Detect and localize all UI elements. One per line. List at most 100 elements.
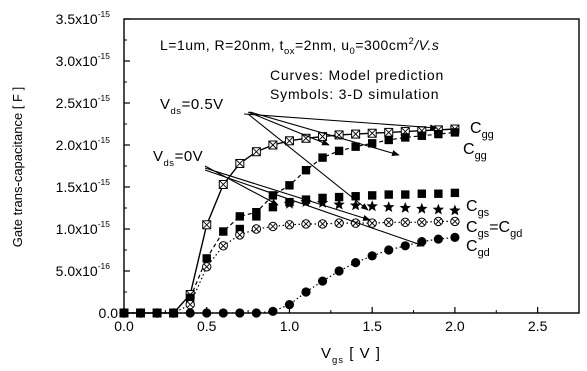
arrow-vds05-cgg-upper <box>249 111 400 157</box>
data-point-s4 <box>268 221 278 232</box>
data-point-s4 <box>301 219 311 229</box>
data-point-s2 <box>235 224 245 234</box>
data-point-s3 <box>416 202 428 214</box>
vds-0.5v-sub: ds <box>171 106 182 117</box>
data-point-s5 <box>433 234 443 244</box>
x-tick-label: 0.5 <box>197 318 217 334</box>
data-point-s1 <box>318 153 327 162</box>
param-u0-value: =300cm <box>355 37 408 53</box>
data-point-s2 <box>252 212 261 221</box>
data-point-s1 <box>219 227 228 236</box>
data-point-s1 <box>450 128 460 137</box>
data-point-s2 <box>417 189 427 198</box>
data-point-s0 <box>251 147 261 157</box>
x-tick-label: 2.5 <box>528 318 548 334</box>
curve-label-cgg-05v: Cgg <box>470 120 494 141</box>
data-point-s5 <box>235 308 245 318</box>
data-point-s5 <box>317 276 328 286</box>
vds-0v-post: =0V <box>175 148 204 165</box>
arrow-vds05-cgg <box>247 111 330 146</box>
simulation-markers <box>119 124 461 318</box>
y-tick-mantissa: 0.0 <box>99 305 119 321</box>
data-point-s2 <box>401 190 410 199</box>
y-tick-label: 1.0x10-15 <box>56 219 111 237</box>
cgs-eq-tail: =C <box>489 219 510 236</box>
data-point-s2 <box>434 189 443 198</box>
data-point-s4 <box>202 262 212 272</box>
data-point-s5 <box>334 266 344 276</box>
data-point-s4 <box>417 217 427 227</box>
data-point-s1 <box>334 146 344 156</box>
data-point-s3 <box>333 198 345 210</box>
data-point-s3 <box>399 202 411 213</box>
data-point-s0 <box>384 127 394 137</box>
x-axis-label-sub: gs <box>332 355 344 366</box>
y-tick-exponent: -16 <box>98 261 111 271</box>
data-point-s4 <box>367 218 377 228</box>
data-point-s0 <box>202 220 212 230</box>
cgg-05v-sub: gg <box>482 129 494 141</box>
data-point-s3 <box>366 200 378 212</box>
data-point-s3 <box>300 196 312 207</box>
cgs-sub: gs <box>478 207 490 219</box>
data-point-s0 <box>268 140 278 150</box>
x-axis-label: Vgs [ V ] <box>321 345 381 366</box>
y-tick-exponent: -15 <box>98 177 111 187</box>
data-point-s5 <box>119 308 129 318</box>
cgd-main: C <box>466 238 478 255</box>
vds-0v-pre: V <box>153 148 164 165</box>
x-axis-ticks: 0.0 0.5 1.0 1.5 2.0 2.5 <box>114 307 548 334</box>
x-tick-label: 0.0 <box>114 318 134 334</box>
data-point-s5 <box>268 306 278 316</box>
data-point-s5 <box>450 232 460 242</box>
y-tick-label: 2.5x10-15 <box>56 93 111 111</box>
data-point-s0 <box>218 179 228 189</box>
vds-0.5v-label: Vds=0.5V <box>160 96 224 117</box>
y-tick-mantissa: 1.5x10 <box>56 179 98 195</box>
curve-label-cgg-0v: Cgg <box>463 141 487 162</box>
data-point-s2 <box>367 191 377 200</box>
data-point-s5 <box>301 287 311 297</box>
vds-0.5v-pre: V <box>160 96 171 113</box>
arrow-vds05-cgg-right <box>243 113 438 131</box>
data-point-s1 <box>384 135 393 145</box>
cgg-0v-main: C <box>463 141 475 158</box>
data-point-s1 <box>417 131 427 140</box>
y-tick-label: 0.0 <box>99 305 119 321</box>
arrow-vds0-cgd <box>204 169 425 247</box>
y-axis-label: Gate trans-capacitance [ F ] <box>10 87 25 247</box>
legend-curves-line: Curves: Model prediction <box>270 67 444 83</box>
data-point-s0 <box>284 136 294 146</box>
annotation-arrows <box>204 111 438 247</box>
data-point-s1 <box>202 254 211 263</box>
data-point-s1 <box>301 166 311 175</box>
data-point-s1 <box>434 129 443 139</box>
data-point-s4 <box>317 219 328 229</box>
data-point-s4 <box>218 241 228 251</box>
param-u0-sub: 0 <box>349 46 355 57</box>
cgg-0v-sub: gg <box>475 150 487 162</box>
data-point-s4 <box>384 217 394 227</box>
param-length-radius: L=1um, R=20nm, t <box>160 37 284 53</box>
data-point-s5 <box>351 258 361 268</box>
y-tick-label: 3.0x10-15 <box>56 51 111 69</box>
data-point-s3 <box>449 204 461 216</box>
y-tick-mantissa: 3.5x10 <box>56 11 98 27</box>
y-axis-ticks: 0.05.0x10-161.0x10-151.5x10-152.0x10-152… <box>56 9 130 321</box>
curve-label-cgs-eq-cgd: Cgs=Cgd <box>466 219 522 240</box>
data-point-s0 <box>301 133 311 143</box>
y-tick-mantissa: 5.0x10 <box>56 263 98 279</box>
param-unit-sup: 2 <box>408 36 414 47</box>
data-point-s5 <box>251 308 261 318</box>
model-curve-4 <box>124 220 455 314</box>
x-tick-label: 2.0 <box>445 318 465 334</box>
parameters-annotation: L=1um, R=20nm, tox=2nm, u0=300cm2/V.s <box>160 36 439 57</box>
data-point-s5 <box>400 241 410 251</box>
y-tick-exponent: -15 <box>98 93 111 103</box>
data-point-s4 <box>450 216 460 227</box>
plot-frame <box>123 18 580 314</box>
data-point-s5 <box>218 308 228 318</box>
data-point-s1 <box>235 212 245 221</box>
arrow-vds05-cgs <box>247 113 369 211</box>
